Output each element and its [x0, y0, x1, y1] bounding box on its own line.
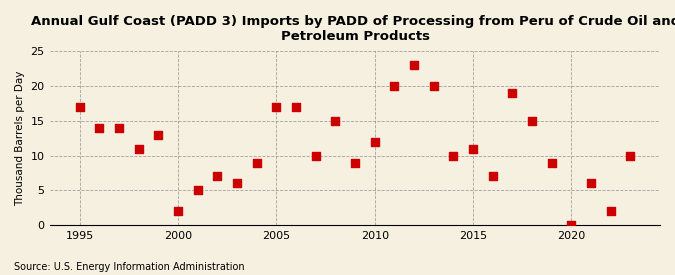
Point: [153, 133, 164, 137]
Y-axis label: Thousand Barrels per Day: Thousand Barrels per Day: [15, 70, 25, 206]
Point: [291, 104, 302, 109]
Point: [409, 63, 420, 67]
Text: Source: U.S. Energy Information Administration: Source: U.S. Energy Information Administ…: [14, 262, 244, 272]
Point: [389, 84, 400, 88]
Point: [605, 209, 616, 213]
Point: [271, 104, 282, 109]
Point: [232, 181, 242, 186]
Point: [448, 153, 459, 158]
Point: [350, 160, 360, 165]
Point: [487, 174, 498, 179]
Point: [134, 146, 144, 151]
Point: [507, 91, 518, 95]
Point: [566, 223, 577, 227]
Point: [547, 160, 558, 165]
Point: [173, 209, 184, 213]
Point: [310, 153, 321, 158]
Point: [526, 119, 537, 123]
Point: [74, 104, 85, 109]
Point: [625, 153, 636, 158]
Point: [586, 181, 597, 186]
Title: Annual Gulf Coast (PADD 3) Imports by PADD of Processing from Peru of Crude Oil : Annual Gulf Coast (PADD 3) Imports by PA…: [30, 15, 675, 43]
Point: [468, 146, 479, 151]
Point: [251, 160, 262, 165]
Point: [94, 125, 105, 130]
Point: [330, 119, 341, 123]
Point: [192, 188, 203, 192]
Point: [369, 139, 380, 144]
Point: [429, 84, 439, 88]
Point: [212, 174, 223, 179]
Point: [113, 125, 124, 130]
